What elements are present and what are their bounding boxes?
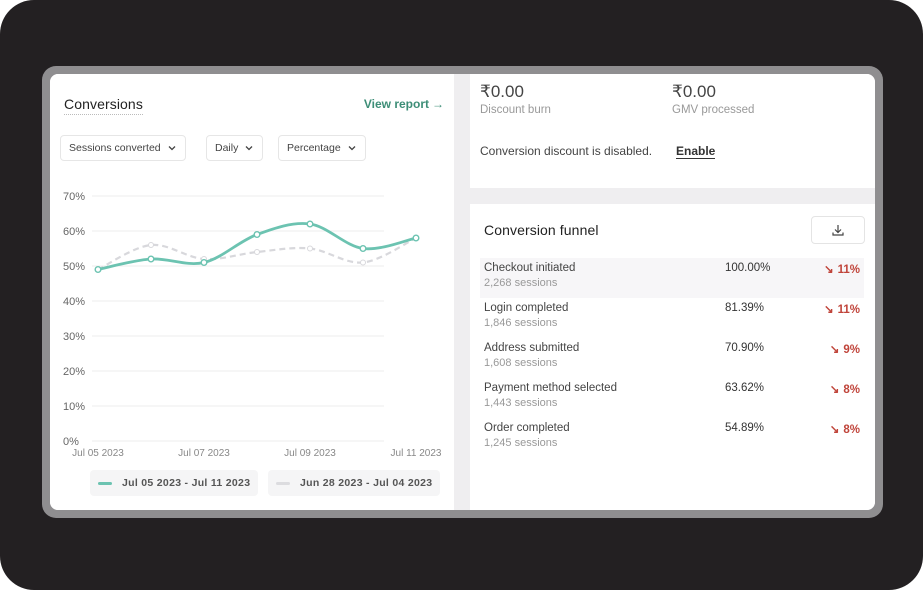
data-point-previous: [148, 242, 154, 248]
funnel-step-percent: 54.89%: [725, 422, 765, 434]
funnel-step-sessions: 1,846 sessions: [484, 317, 558, 329]
data-point-current: [147, 255, 155, 263]
funnel-row-address-submitted[interactable]: Address submitted 1,608 sessions 70.90% …: [480, 338, 864, 378]
arrow-right-icon: →: [432, 97, 444, 111]
funnel-step-sessions: 1,443 sessions: [484, 397, 558, 409]
legend-current-label: Jul 05 2023 - Jul 11 2023: [122, 477, 251, 489]
arrow-down-right-icon: ↘: [829, 384, 840, 396]
x-tick-label: Jul 05 2023: [72, 448, 124, 459]
download-button[interactable]: [811, 216, 865, 244]
funnel-row-login-completed[interactable]: Login completed 1,846 sessions 81.39% ↘ 1…: [480, 298, 864, 338]
chevron-down-icon: [245, 146, 253, 151]
funnel-step-name: Login completed: [484, 302, 569, 314]
conversion-funnel-card: Conversion funnel Checkout initiated 2,2…: [470, 204, 875, 510]
funnel-row-payment-method-selected[interactable]: Payment method selected 1,443 sessions 6…: [480, 378, 864, 418]
y-tick-label: 70%: [63, 191, 85, 203]
funnel-step-name: Payment method selected: [484, 382, 617, 394]
data-point-current: [253, 231, 261, 239]
conversions-line-chart: 70% 60% 50% 40% 30% 20% 10% 0%Jul 05 2023 Jul 07…: [63, 191, 442, 459]
data-point-previous: [254, 249, 260, 255]
arrow-down-right-icon: ↘: [829, 344, 840, 356]
arrow-down-right-icon: ↘: [829, 424, 840, 436]
funnel-row-checkout-initiated[interactable]: Checkout initiated 2,268 sessions 100.00…: [480, 258, 864, 298]
discount-burn-label: Discount burn: [480, 104, 551, 116]
funnel-title: Conversion funnel: [484, 222, 599, 238]
legend-swatch-previous: [276, 481, 290, 485]
legend-previous-label: Jun 28 2023 - Jul 04 2023: [300, 477, 433, 489]
discount-burn-stat: ₹0.00 Discount burn: [480, 82, 551, 116]
screen-frame: Conversions View report → Sessions conver…: [42, 66, 883, 518]
unit-dropdown-label: Percentage: [287, 142, 341, 154]
data-point-current: [359, 244, 367, 252]
funnel-step-percent: 100.00%: [725, 262, 771, 274]
funnel-step-name: Address submitted: [484, 342, 580, 354]
gmv-processed-label: GMV processed: [672, 104, 755, 116]
funnel-step-change: ↘ 11%: [824, 262, 860, 276]
gmv-processed-stat: ₹0.00 GMV processed: [672, 82, 754, 116]
funnel-step-change-value: 11%: [837, 264, 860, 276]
funnel-step-sessions: 1,245 sessions: [484, 437, 558, 449]
x-tick-label: Jul 11 2023: [391, 448, 442, 459]
funnel-step-change: ↘ 8%: [830, 422, 860, 436]
discount-summary-card: ₹0.00 Discount burn ₹0.00 GMV processed …: [470, 74, 875, 188]
dashboard-screen: Conversions View report → Sessions conver…: [50, 74, 875, 510]
y-tick-label: 0%: [63, 436, 79, 448]
y-tick-label: 50%: [63, 261, 85, 273]
funnel-step-change-value: 8%: [843, 424, 860, 436]
y-tick-label: 60%: [63, 226, 85, 238]
data-point-current: [306, 220, 314, 228]
funnel-step-percent: 70.90%: [725, 342, 765, 354]
data-point-previous: [360, 259, 366, 266]
funnel-step-percent: 63.62%: [725, 382, 765, 394]
interval-dropdown[interactable]: Daily: [206, 135, 264, 161]
y-tick-label: 10%: [63, 401, 85, 413]
y-tick-label: 20%: [63, 366, 85, 378]
unit-dropdown[interactable]: Percentage: [278, 135, 366, 161]
funnel-step-change-value: 9%: [843, 344, 860, 356]
y-tick-label: 30%: [63, 331, 85, 343]
funnel-step-percent: 81.39%: [725, 302, 765, 314]
arrow-down-right-icon: ↘: [823, 304, 834, 316]
view-report-link[interactable]: View report →: [361, 97, 444, 111]
metric-dropdown-label: Sessions converted: [69, 142, 161, 154]
funnel-step-change: ↘ 11%: [824, 302, 860, 316]
legend-swatch-current: [98, 481, 112, 485]
funnel-step-change: ↘ 9%: [830, 342, 860, 356]
data-point-previous: [307, 245, 313, 252]
data-point-current: [200, 258, 208, 266]
data-point-current: [412, 234, 420, 242]
x-tick-label: Jul 09 2023: [284, 448, 336, 459]
view-report-label: View report: [363, 97, 429, 111]
enable-discount-link[interactable]: Enable: [676, 144, 716, 159]
metric-dropdown[interactable]: Sessions converted: [60, 135, 186, 161]
legend-previous-period[interactable]: Jun 28 2023 - Jul 04 2023: [268, 470, 441, 496]
y-tick-label: 40%: [63, 296, 85, 308]
data-point-current: [94, 265, 102, 273]
funnel-step-change-value: 11%: [837, 304, 860, 316]
download-icon: [832, 225, 844, 236]
x-tick-label: Jul 07 2023: [178, 448, 230, 459]
discount-burn-value: ₹0.00: [480, 82, 524, 101]
conversions-card: Conversions View report → Sessions conver…: [50, 74, 454, 510]
discount-disabled-message: Conversion discount is disabled.: [480, 144, 653, 158]
funnel-step-name: Checkout initiated: [484, 262, 576, 274]
gmv-processed-value: ₹0.00: [672, 82, 716, 101]
conversions-title: Conversions: [64, 96, 143, 115]
chevron-down-icon: [168, 146, 176, 151]
funnel-step-sessions: 2,268 sessions: [484, 277, 558, 289]
arrow-down-right-icon: ↘: [823, 264, 834, 276]
funnel-step-change: ↘ 8%: [830, 382, 860, 396]
chevron-down-icon: [348, 146, 356, 151]
legend-current-period[interactable]: Jul 05 2023 - Jul 11 2023: [90, 470, 259, 496]
funnel-row-order-completed[interactable]: Order completed 1,245 sessions 54.89% ↘ 8…: [480, 418, 864, 458]
funnel-step-name: Order completed: [484, 422, 570, 434]
funnel-step-change-value: 8%: [843, 384, 860, 396]
funnel-step-sessions: 1,608 sessions: [484, 357, 558, 369]
interval-dropdown-label: Daily: [215, 142, 239, 154]
